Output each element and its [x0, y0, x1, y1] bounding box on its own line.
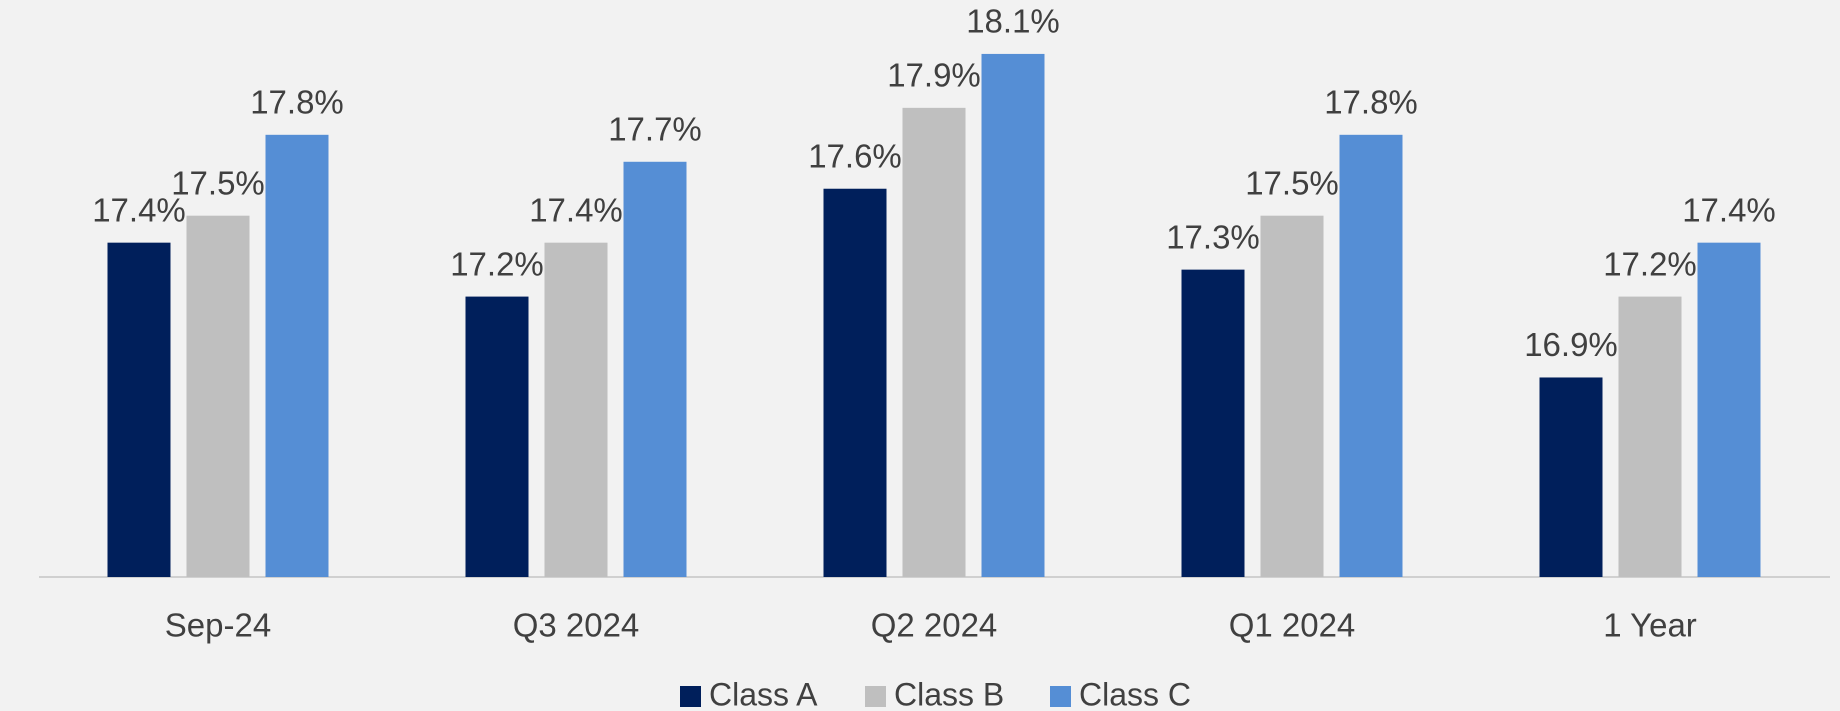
data-label: 17.3%: [1166, 218, 1260, 255]
x-tick-label: Sep-24: [165, 607, 271, 644]
bar: [1181, 269, 1245, 577]
legend-label: Class C: [1079, 676, 1191, 711]
bar: [107, 242, 171, 577]
data-label: 17.6%: [808, 137, 902, 174]
bar: [902, 107, 966, 577]
legend-swatch: [1050, 686, 1071, 707]
x-tick-label: 1 Year: [1603, 607, 1697, 644]
data-label: 18.1%: [966, 3, 1060, 40]
x-tick-label: Q2 2024: [871, 607, 998, 644]
legend-swatch: [680, 686, 701, 707]
bar: [265, 134, 329, 577]
legend-swatch: [865, 686, 886, 707]
bar: [1339, 134, 1403, 577]
bar: [1618, 296, 1682, 577]
data-label: 17.4%: [1682, 191, 1776, 228]
bar: [1697, 242, 1761, 577]
data-label: 17.8%: [1324, 84, 1418, 121]
data-label: 17.2%: [1603, 245, 1697, 282]
data-label: 17.5%: [171, 164, 265, 201]
bar: [186, 215, 250, 577]
x-tick-label: Q3 2024: [513, 607, 640, 644]
data-label: 17.9%: [887, 57, 981, 94]
bar: [1260, 215, 1324, 577]
data-label: 17.4%: [529, 191, 623, 228]
bar: [544, 242, 608, 577]
data-label: 17.7%: [608, 110, 702, 147]
data-label: 17.2%: [450, 245, 544, 282]
bar: [1539, 377, 1603, 577]
bar: [823, 188, 887, 577]
data-label: 17.5%: [1245, 164, 1339, 201]
legend-label: Class B: [894, 676, 1004, 711]
legend-label: Class A: [709, 676, 818, 711]
bar: [981, 53, 1045, 577]
data-label: 16.9%: [1524, 326, 1618, 363]
data-label: 17.8%: [250, 84, 344, 121]
x-tick-label: Q1 2024: [1229, 607, 1356, 644]
data-label: 17.4%: [92, 191, 186, 228]
bar: [623, 161, 687, 577]
bar: [465, 296, 529, 577]
